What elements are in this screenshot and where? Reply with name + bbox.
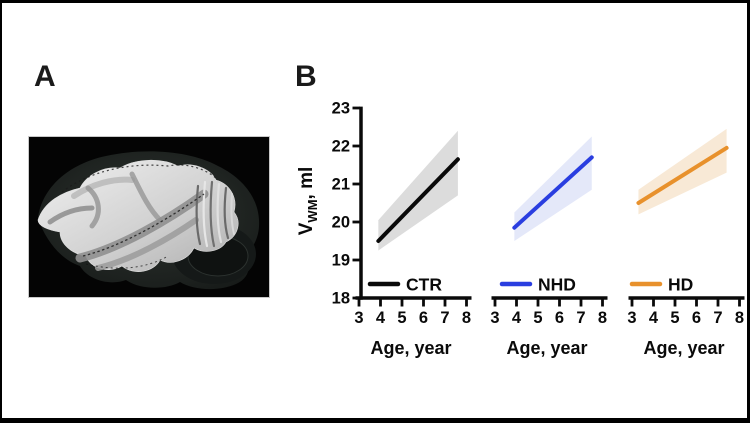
x-tick-label: 7 xyxy=(713,309,722,327)
y-tick-label: 21 xyxy=(332,176,350,194)
x-tick-label: 5 xyxy=(670,309,679,327)
x-tick-label: 3 xyxy=(627,309,636,327)
confidence-band xyxy=(378,130,458,251)
x-tick-label: 7 xyxy=(440,309,449,327)
dotted-contour-sylvian xyxy=(82,193,205,257)
y-tick-label: 19 xyxy=(332,252,350,270)
x-tick-label: 6 xyxy=(555,309,564,327)
superior-frontal-sulcus xyxy=(71,176,135,199)
x-axis-title: Age, year xyxy=(506,338,587,358)
x-tick-label: 8 xyxy=(735,309,744,327)
chart-ctr: 3 4 5 6 7 8 18 19 20 21 22 23 CTR Age, year xyxy=(332,100,472,358)
x-tick-label: 3 xyxy=(354,309,363,327)
x-axis-title: Age, year xyxy=(370,338,451,358)
dotted-contour-temporal xyxy=(85,255,169,269)
x-tick-label: 4 xyxy=(512,309,522,327)
x-tick-label: 6 xyxy=(692,309,701,327)
dotted-contour-top xyxy=(61,164,219,193)
occipital-striations xyxy=(195,180,235,248)
panel-a-label: A xyxy=(34,60,56,93)
chart-hd: 3 4 5 6 7 8 HD Age, year xyxy=(627,128,745,358)
confidence-band xyxy=(514,136,592,241)
x-tick-label: 4 xyxy=(376,309,386,327)
principal-sulcus xyxy=(47,205,95,225)
y-tick-label: 20 xyxy=(332,214,350,232)
x-tick-label: 3 xyxy=(490,309,499,327)
x-tick-label: 5 xyxy=(533,309,542,327)
central-sulcus xyxy=(129,171,163,223)
y-tick-label: 22 xyxy=(332,138,350,156)
x-tick-label: 7 xyxy=(576,309,585,327)
legend-label: HD xyxy=(668,275,693,295)
brain-render-image xyxy=(28,136,270,298)
trend-line xyxy=(636,145,729,205)
x-tick-label: 8 xyxy=(462,309,471,327)
x-tick-label: 5 xyxy=(397,309,406,327)
x-tick-label: 6 xyxy=(419,309,428,327)
x-axis-title: Age, year xyxy=(643,338,724,358)
panel-b-label: B xyxy=(295,60,317,93)
arcuate-sulcus xyxy=(85,185,101,229)
brain-white-matter-3d-render xyxy=(28,136,270,298)
x-tick-label: 8 xyxy=(598,309,607,327)
trend-line xyxy=(376,157,460,243)
legend-label: CTR xyxy=(406,275,442,295)
chart-nhd: 3 4 5 6 7 8 NHD Age, year xyxy=(490,136,608,358)
superior-temporal-sulcus xyxy=(95,217,199,271)
confidence-band xyxy=(638,128,727,215)
trend-line xyxy=(512,155,594,230)
y-tick-label: 18 xyxy=(332,290,350,308)
x-tick-label: 4 xyxy=(649,309,659,327)
legend-label: NHD xyxy=(538,275,576,295)
y-tick-label: 23 xyxy=(332,100,350,118)
